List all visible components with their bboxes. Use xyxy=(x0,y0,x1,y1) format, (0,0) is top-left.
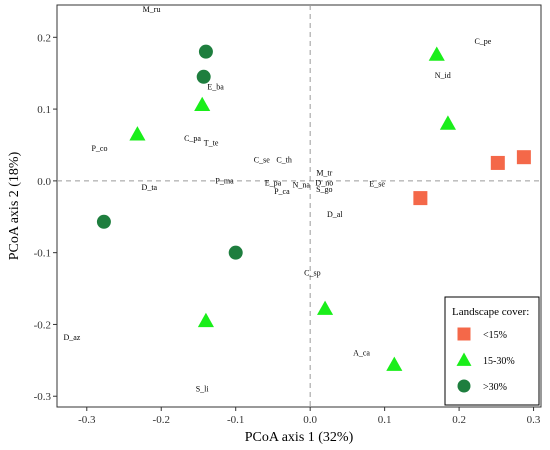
point-triangle xyxy=(428,46,445,61)
reference-lines xyxy=(57,5,541,407)
point-circle xyxy=(96,214,111,229)
point-triangle xyxy=(317,300,334,315)
point-triangle xyxy=(129,126,146,141)
species-label: N_id xyxy=(435,71,451,80)
legend-label: <15% xyxy=(483,330,507,341)
y-tick-label: 0.2 xyxy=(37,32,51,44)
x-tick-label: 0.0 xyxy=(303,414,317,426)
x-tick-label: -0.3 xyxy=(78,414,96,426)
point-square xyxy=(413,191,428,206)
species-label: C_pa xyxy=(184,134,201,143)
x-tick-label: 0.3 xyxy=(527,414,541,426)
species-label: C_se xyxy=(254,156,270,165)
species-label: P_ma xyxy=(215,176,234,185)
species-label: D_al xyxy=(327,210,343,219)
legend-title: Landscape cover: xyxy=(452,306,529,318)
legend-entries: <15% 15-30% >30% xyxy=(456,327,515,393)
point-circle xyxy=(228,245,243,260)
y-tick-label: -0.2 xyxy=(34,319,51,331)
point-triangle xyxy=(386,356,403,371)
point-circle xyxy=(198,44,213,59)
species-label: E_se xyxy=(369,179,385,188)
species-label: T_te xyxy=(204,138,219,147)
species-label: E_ba xyxy=(207,82,224,91)
axis-ticks: -0.3 -0.2 -0.1 0.0 0.1 0.2 0.3 -0.3 -0.2 -0.1 0.0 0… xyxy=(34,32,541,426)
point-triangle xyxy=(439,115,456,130)
y-tick-label: -0.1 xyxy=(34,248,51,260)
species-label: C_sp xyxy=(304,268,320,277)
point-circle xyxy=(196,69,211,84)
legend-label: >30% xyxy=(483,382,507,393)
species-label: M_tr xyxy=(316,169,332,178)
y-tick-label: -0.3 xyxy=(34,391,52,403)
point-triangle xyxy=(194,96,211,112)
point-square xyxy=(490,155,505,170)
legend-key-circle xyxy=(457,379,471,393)
species-label: P_ca xyxy=(274,187,290,196)
species-labels: M_ru C_pe N_id E_ba C_pa T_te P_co C_se C_th M_tr… xyxy=(63,5,491,394)
legend-label: 15-30% xyxy=(483,356,515,367)
y-axis-title: PCoA axis 2 (18%) xyxy=(7,151,22,260)
species-label: P_co xyxy=(91,144,107,153)
point-square xyxy=(516,150,531,165)
species-label: E_pa xyxy=(265,179,282,188)
x-tick-label: -0.2 xyxy=(153,414,170,426)
point-triangle xyxy=(197,312,214,328)
legend-key-square xyxy=(457,327,471,341)
species-label: D_az xyxy=(63,333,80,342)
species-label: C_pe xyxy=(474,37,491,46)
legend: Landscape cover: <15% 15-30% >30% xyxy=(444,296,540,406)
species-label: N_na xyxy=(293,181,311,190)
y-tick-label: 0.1 xyxy=(37,104,51,116)
legend-key-triangle xyxy=(456,352,472,366)
species-label: A_ca xyxy=(353,349,370,358)
species-label: M_ru xyxy=(143,5,161,14)
x-axis-title: PCoA axis 1 (32%) xyxy=(245,430,354,445)
species-label: S_li xyxy=(196,385,210,394)
x-tick-label: 0.1 xyxy=(378,414,392,426)
species-label: D_ta xyxy=(142,183,158,192)
y-tick-label: 0.0 xyxy=(37,176,51,188)
species-label: C_th xyxy=(276,156,292,165)
data-points xyxy=(96,44,531,371)
species-label: S_go xyxy=(316,185,332,194)
species-label: D_no xyxy=(315,179,333,188)
x-tick-label: -0.1 xyxy=(227,414,244,426)
x-tick-label: 0.2 xyxy=(452,414,466,426)
